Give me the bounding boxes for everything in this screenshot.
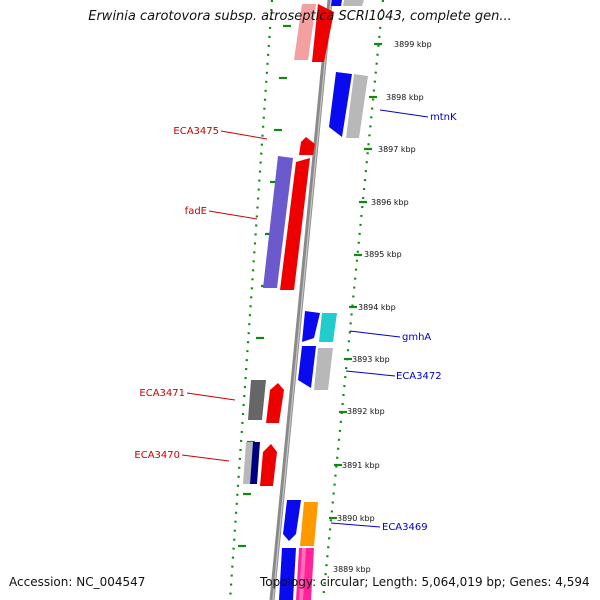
tick-label-3894: 3894 kbp: [358, 303, 396, 312]
tick-label-3892: 3892 kbp: [347, 407, 385, 416]
accession-text: Accession: NC_004547: [9, 575, 146, 589]
tick-label-3897: 3897 kbp: [378, 145, 416, 154]
gene-feature[interactable]: [243, 442, 253, 484]
gene-feature[interactable]: [250, 442, 260, 484]
gene-feature[interactable]: [302, 311, 320, 342]
gene-label-ECA3470[interactable]: ECA3470: [134, 450, 180, 461]
gene-feature[interactable]: [298, 346, 316, 388]
gene-label-ECA3471[interactable]: ECA3471: [139, 388, 185, 399]
genome-summary-text: Topology: circular; Length: 5,064,019 bp…: [260, 575, 590, 589]
gene-feature[interactable]: [319, 313, 337, 342]
inner-dotted-boundary: [228, 0, 274, 600]
tick-label-3889: 3889 kbp: [333, 565, 371, 574]
tick-label-3893: 3893 kbp: [352, 355, 390, 364]
gene-feature[interactable]: [296, 548, 314, 600]
gene-feature[interactable]: [312, 4, 334, 62]
gene-label-mtnK[interactable]: mtnK: [430, 112, 457, 123]
tick-label-3890: 3890 kbp: [337, 514, 375, 523]
gene-features: [243, 0, 368, 600]
gene-feature[interactable]: [280, 158, 310, 290]
gene-feature[interactable]: [299, 548, 306, 600]
leader-line-ECA3469: [330, 522, 381, 528]
gene-feature[interactable]: [346, 74, 368, 138]
gene-feature[interactable]: [283, 500, 301, 541]
gene-feature[interactable]: [248, 380, 266, 420]
tick-label-3895: 3895 kbp: [364, 250, 402, 259]
gene-label-ECA3475[interactable]: ECA3475: [173, 126, 219, 137]
outer-dotted-boundary: [321, 0, 385, 600]
leader-line-ECA3472: [345, 370, 396, 377]
leader-line-ECA3470: [181, 454, 230, 462]
backbone-line: [269, 0, 333, 600]
leader-line-fadE: [208, 210, 258, 220]
right-tick-marks: [329, 42, 382, 520]
gene-feature[interactable]: [331, 0, 342, 6]
page-title: Erwinia carotovora subsp. atroseptica SC…: [88, 9, 512, 24]
backbone-highlight: [272, 0, 332, 600]
gene-feature[interactable]: [300, 502, 318, 546]
leader-line-ECA3475: [220, 130, 268, 140]
gene-feature[interactable]: [299, 137, 315, 155]
gene-label-ECA3472[interactable]: ECA3472: [396, 371, 442, 382]
gene-feature[interactable]: [343, 0, 364, 6]
gene-feature[interactable]: [294, 4, 316, 60]
gene-feature[interactable]: [279, 548, 296, 600]
gene-feature[interactable]: [314, 348, 333, 390]
gene-feature[interactable]: [329, 72, 352, 137]
gene-feature[interactable]: [263, 156, 293, 288]
gene-label-ECA3469[interactable]: ECA3469: [382, 522, 428, 533]
tick-label-3899: 3899 kbp: [394, 40, 432, 49]
gene-label-gmhA[interactable]: gmhA: [402, 332, 431, 343]
tick-label-3891: 3891 kbp: [342, 461, 380, 470]
gene-label-fadE[interactable]: fadE: [185, 206, 207, 217]
tick-label-3896: 3896 kbp: [371, 198, 409, 207]
leader-line-ECA3471: [186, 392, 236, 401]
tick-label-3898: 3898 kbp: [386, 93, 424, 102]
leader-line-gmhA: [349, 330, 401, 338]
gene-feature[interactable]: [260, 444, 277, 486]
gene-feature[interactable]: [266, 383, 284, 423]
leader-line-mtnK: [379, 109, 429, 118]
